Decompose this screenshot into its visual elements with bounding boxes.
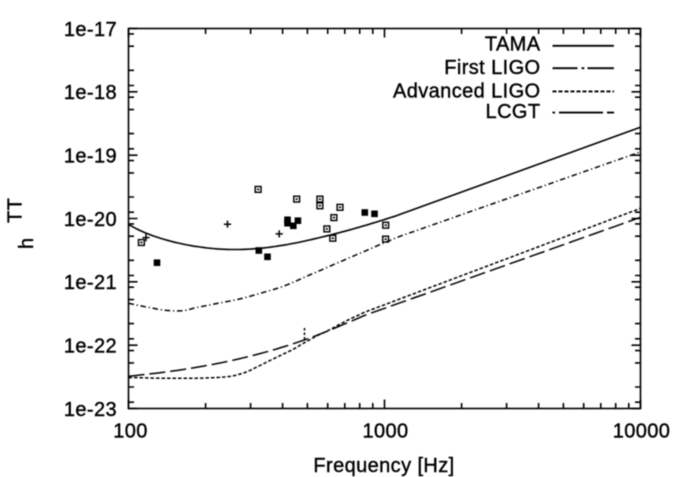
svg-text:h: h bbox=[16, 237, 38, 249]
svg-text:1e-19: 1e-19 bbox=[64, 146, 117, 168]
svg-text:1e-22: 1e-22 bbox=[64, 336, 117, 358]
svg-text:Advanced LIGO: Advanced LIGO bbox=[393, 81, 541, 103]
svg-text:100: 100 bbox=[113, 421, 148, 443]
svg-text:TT: TT bbox=[5, 198, 27, 223]
svg-text:1000: 1000 bbox=[362, 421, 408, 443]
svg-text:1e-23: 1e-23 bbox=[64, 399, 117, 421]
svg-text:Frequency [Hz]: Frequency [Hz] bbox=[313, 455, 454, 477]
svg-text:1e-20: 1e-20 bbox=[64, 209, 117, 231]
svg-text:1e-17: 1e-17 bbox=[64, 19, 117, 41]
svg-text:1e-18: 1e-18 bbox=[64, 82, 117, 104]
svg-text:1e-21: 1e-21 bbox=[64, 272, 117, 294]
svg-text:LCGT: LCGT bbox=[486, 101, 541, 123]
svg-text:TAMA: TAMA bbox=[485, 34, 541, 56]
svg-text:10000: 10000 bbox=[613, 421, 671, 443]
svg-text:First LIGO: First LIGO bbox=[444, 57, 540, 79]
